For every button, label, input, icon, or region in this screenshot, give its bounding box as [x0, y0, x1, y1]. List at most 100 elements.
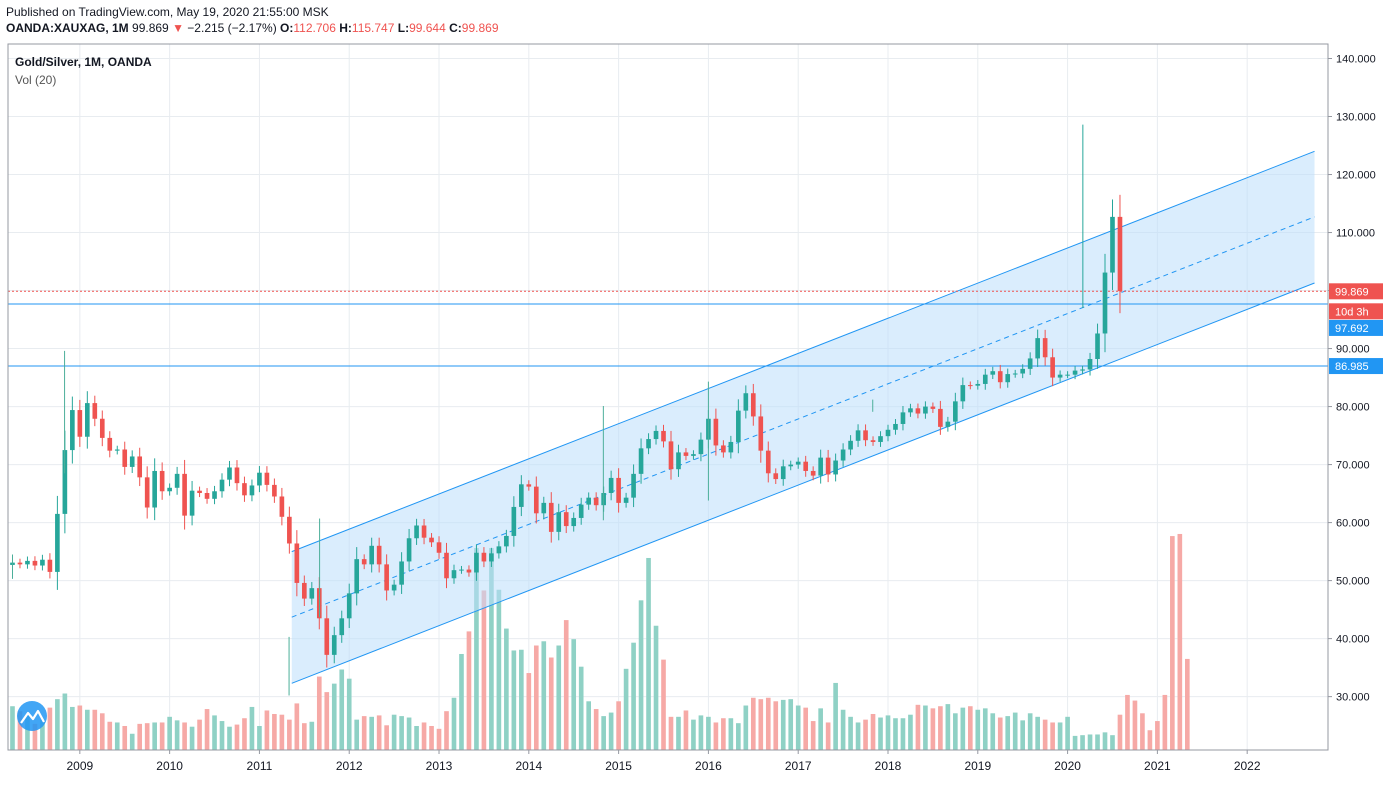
- volume-bar: [474, 548, 479, 750]
- candle-body: [212, 491, 217, 499]
- candle-body: [85, 403, 90, 437]
- volume-bar: [122, 725, 128, 750]
- candle-body: [1095, 333, 1100, 360]
- candle-body: [848, 440, 853, 450]
- volume-bar: [1005, 716, 1011, 750]
- volume-bar: [99, 713, 105, 750]
- logo-mark: [20, 709, 45, 724]
- candle-body: [451, 570, 457, 579]
- y-tick-label: 50.000: [1336, 576, 1370, 588]
- candle-body: [586, 497, 591, 505]
- volume-bar: [1057, 722, 1063, 750]
- candle-body: [698, 439, 704, 455]
- candle-body: [1080, 369, 1085, 371]
- horizontal-lines[interactable]: [8, 290, 1328, 367]
- candle-body: [429, 537, 434, 543]
- candle-body: [997, 371, 1003, 383]
- volume-bar: [765, 697, 771, 750]
- candle-body: [242, 483, 247, 496]
- volume-bar: [870, 713, 876, 750]
- candle-body: [833, 460, 838, 475]
- candle-body: [167, 487, 172, 492]
- candle-body: [855, 430, 861, 441]
- volume-bar: [1072, 735, 1078, 750]
- published-note: Published on TradingView.com, May 19, 20…: [6, 5, 329, 19]
- volume-bar: [1162, 694, 1168, 750]
- volume-bar: [421, 722, 427, 750]
- candle-body: [840, 449, 846, 461]
- candle-body: [70, 410, 75, 451]
- level-price-label: 86.985: [1335, 361, 1369, 373]
- candle-body: [676, 452, 681, 470]
- volume-bar: [997, 717, 1003, 750]
- candle-body: [376, 545, 382, 565]
- volume-bar: [818, 708, 823, 750]
- volume-bar: [571, 639, 577, 750]
- candle-body: [668, 441, 674, 470]
- y-tick-label: 60.000: [1336, 518, 1370, 530]
- candle-body: [114, 449, 120, 451]
- volume-bar: [945, 704, 951, 750]
- candle-body: [1020, 368, 1026, 374]
- candle-body: [1005, 374, 1011, 383]
- candle-body: [773, 473, 779, 480]
- volume-bar: [174, 720, 180, 750]
- volume-bar: [1035, 716, 1040, 750]
- candle-body: [272, 484, 277, 497]
- candle-body: [481, 552, 487, 562]
- volume-bar: [324, 692, 330, 750]
- candle-body: [227, 467, 232, 480]
- candle-body: [384, 564, 389, 591]
- y-tick-label: 120.000: [1336, 170, 1376, 182]
- volume-bar: [608, 712, 614, 750]
- level-price-label-bg: [1329, 319, 1383, 336]
- y-tick-label: 80.000: [1336, 402, 1370, 414]
- x-tick-label: 2012: [336, 759, 363, 773]
- candle-body: [137, 456, 143, 478]
- candle-body: [257, 472, 262, 486]
- candle-body: [174, 473, 180, 488]
- volume-bar: [466, 631, 472, 750]
- x-tick-label: 2009: [66, 759, 93, 773]
- volume-bar: [938, 706, 943, 750]
- x-tick-label: 2019: [964, 759, 991, 773]
- y-tick-label: 140.000: [1336, 54, 1376, 66]
- candle-body: [885, 429, 891, 437]
- candle-body: [444, 552, 449, 579]
- volume-bar: [1080, 735, 1085, 750]
- volume-bar: [1042, 719, 1048, 750]
- volume-bar: [55, 699, 60, 750]
- candle-body: [159, 470, 165, 492]
- volume-bar: [803, 707, 809, 750]
- candle-body: [930, 406, 936, 409]
- parallel-channel[interactable]: [291, 150, 1315, 684]
- tradingview-logo-icon[interactable]: [17, 701, 47, 731]
- volume-bar: [982, 708, 988, 750]
- high-value: 115.747: [351, 21, 395, 35]
- volume-bar: [339, 669, 345, 750]
- candle-body: [1012, 373, 1018, 375]
- candle-body: [908, 408, 913, 413]
- volume-bar: [279, 714, 285, 750]
- candle-body: [309, 588, 315, 599]
- candle-body: [578, 504, 584, 518]
- volume-bar: [77, 705, 83, 750]
- candle-body: [548, 502, 554, 532]
- volume-bar: [354, 719, 360, 750]
- candles: [10, 124, 1123, 696]
- volume-bar: [967, 706, 973, 750]
- candle-body: [489, 553, 494, 562]
- candle-body: [1110, 216, 1115, 273]
- candle-body: [302, 582, 307, 599]
- last-price-label: 99.869: [1335, 286, 1369, 298]
- candle-body: [878, 436, 883, 442]
- legend-volume: Vol (20): [15, 73, 57, 87]
- bar-countdown-label-bg: [1329, 303, 1383, 320]
- candle-body: [197, 490, 202, 494]
- volume-bar: [70, 706, 75, 750]
- chart-legend: Gold/Silver, 1M, OANDA Vol (20): [15, 53, 152, 89]
- candle-body: [646, 439, 651, 449]
- candle-body: [526, 484, 532, 487]
- candle-body: [616, 477, 621, 503]
